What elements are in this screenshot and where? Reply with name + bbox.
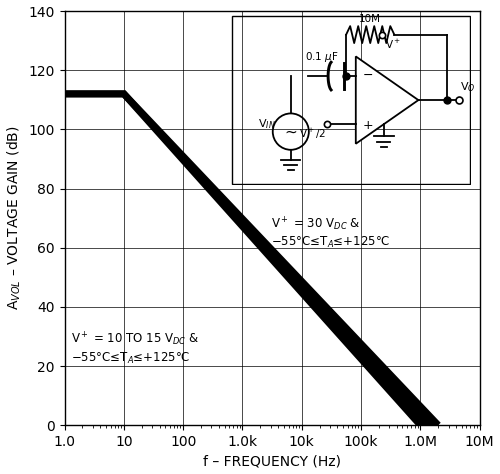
Y-axis label: A$_{VOL}$ – VOLTAGE GAIN (dB): A$_{VOL}$ – VOLTAGE GAIN (dB) bbox=[6, 126, 23, 310]
Text: V$^+$ = 10 TO 15 V$_{DC}$ &
−55°C≤T$_A$≤+125°C: V$^+$ = 10 TO 15 V$_{DC}$ & −55°C≤T$_A$≤… bbox=[72, 331, 200, 365]
X-axis label: f – FREQUENCY (Hz): f – FREQUENCY (Hz) bbox=[203, 455, 341, 468]
Text: V$^+$ = 30 V$_{DC}$ &
−55°C≤T$_A$≤+125°C: V$^+$ = 30 V$_{DC}$ & −55°C≤T$_A$≤+125°C bbox=[271, 216, 390, 250]
